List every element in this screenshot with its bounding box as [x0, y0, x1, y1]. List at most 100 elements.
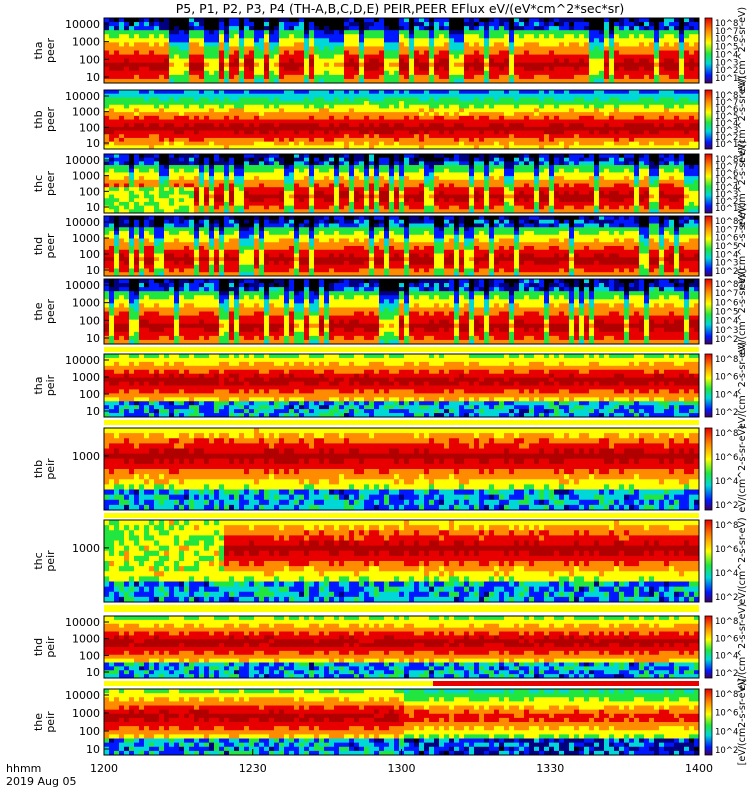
- thb-peer-cell: [634, 130, 640, 135]
- thc-peer-cell: [249, 161, 255, 166]
- thc-peer-cell: [314, 190, 320, 195]
- tha-peer-cell: [194, 42, 200, 47]
- thb-peer-cell: [354, 145, 360, 150]
- thb-peer-cell: [594, 126, 600, 131]
- thb-peer-cell: [654, 104, 660, 109]
- thb-peer-cell: [624, 90, 630, 95]
- tha-peer-cell: [304, 74, 310, 80]
- tha-peer-cell: [549, 26, 555, 31]
- thc-peer-cell: [384, 172, 390, 177]
- thb-peer-cell: [439, 112, 445, 117]
- thc-peer-cell: [229, 201, 235, 207]
- tha-peer-cell: [459, 70, 465, 76]
- thb-peer-cell: [634, 134, 640, 139]
- thc-peer-cell: [109, 161, 115, 166]
- thc-peer-cell: [409, 198, 415, 203]
- thc-peer-cell: [274, 179, 280, 184]
- thb-peer-cell: [299, 126, 305, 131]
- thc-peer-cell: [209, 187, 215, 192]
- thb-peer-cell: [544, 93, 550, 98]
- thb-peer-cell: [574, 119, 580, 124]
- thb-peer-cell: [129, 145, 135, 150]
- thb-peer-cell: [689, 108, 695, 113]
- thb-peer-cell: [339, 141, 345, 146]
- thb-peer-cell: [329, 115, 335, 120]
- thb-peer-cell: [194, 97, 200, 102]
- thb-peer-cell: [269, 123, 275, 128]
- tha-peer-cell: [309, 38, 315, 43]
- thc-peer-cell: [219, 176, 225, 181]
- thb-peer-cell: [539, 93, 545, 98]
- thb-peer-cell: [614, 123, 620, 128]
- thb-peer-cell: [284, 97, 290, 102]
- thc-peer-cell: [119, 190, 125, 195]
- tha-peer-cell: [469, 70, 475, 76]
- thb-peer-cell: [209, 123, 215, 128]
- thb-peer-cell: [484, 145, 490, 150]
- thb-peer-cell: [139, 145, 145, 150]
- tha-peer-cell: [289, 70, 295, 76]
- thb-peer-cell: [524, 123, 530, 128]
- thc-peer-cell: [264, 187, 270, 192]
- tha-peer-cell: [309, 54, 315, 60]
- thb-peer-cell: [674, 137, 680, 143]
- thb-peer-cell: [294, 97, 300, 102]
- tha-peer-cell: [519, 70, 525, 76]
- tha-peer-cell: [324, 34, 330, 39]
- tha-peer-cell: [239, 58, 245, 64]
- tha-peer-colorbar-tick: 10^7: [715, 27, 738, 37]
- thb-peer-cell: [349, 101, 355, 106]
- thb-peer-cell: [469, 145, 475, 150]
- tha-peer-cell: [654, 34, 660, 39]
- thb-peer-cell: [689, 119, 695, 124]
- thb-peer-cell: [234, 119, 240, 124]
- thb-peer-cell: [419, 93, 425, 98]
- tha-peer-cell: [154, 58, 160, 64]
- tha-peer-cell: [174, 42, 180, 47]
- thb-peer-cell: [569, 130, 575, 135]
- thb-peer-cell: [539, 123, 545, 128]
- thc-peer-cell: [179, 205, 185, 210]
- thb-peer-cell: [244, 130, 250, 135]
- thb-peer-cell: [514, 134, 520, 139]
- thb-peer-cell: [174, 145, 180, 150]
- thb-peer-cell: [189, 123, 195, 128]
- thc-peer-cell: [124, 205, 130, 210]
- thb-peer-cell: [619, 101, 625, 106]
- thc-peer-cell: [254, 201, 260, 207]
- tha-peer-cell: [224, 34, 230, 39]
- tha-peer-cell: [409, 18, 415, 23]
- tha-peer-cell: [199, 18, 205, 23]
- tha-peer-cell: [239, 26, 245, 31]
- tha-peer-cell: [294, 22, 300, 27]
- thc-peer-cell: [114, 157, 120, 162]
- thb-peer-cell: [499, 137, 505, 143]
- tha-peer-cell: [564, 66, 570, 72]
- thc-peer-cell: [234, 161, 240, 166]
- tha-peer-cell: [619, 22, 625, 27]
- tha-peer-cell: [364, 78, 370, 84]
- tha-peer-cell: [359, 66, 365, 72]
- thc-peer-cell: [379, 194, 385, 199]
- thb-peer-cell: [104, 90, 110, 95]
- tha-peer-cell: [409, 26, 415, 31]
- thc-peer-cell: [329, 154, 335, 159]
- tha-peer-cell: [439, 66, 445, 72]
- thb-peer-cell: [444, 137, 450, 143]
- tha-peer-cell: [654, 62, 660, 68]
- tha-peer-cell: [549, 54, 555, 60]
- thc-peer-cell: [354, 205, 360, 210]
- thb-peer-cell: [529, 115, 535, 120]
- thc-peer-cell: [149, 154, 155, 159]
- tha-peer-cell: [659, 34, 665, 39]
- thc-peer-cell: [444, 154, 450, 159]
- tha-peer-cell: [514, 26, 520, 31]
- tha-peer-cell: [419, 58, 425, 64]
- thb-peer-cell: [639, 126, 645, 131]
- tha-peer-cell: [604, 58, 610, 64]
- thb-peer-cell: [169, 101, 175, 106]
- tha-peer-cell: [289, 30, 295, 35]
- tha-peer-cell: [399, 58, 405, 64]
- tha-peer-cell: [104, 62, 110, 68]
- tha-peer-cell: [664, 74, 670, 80]
